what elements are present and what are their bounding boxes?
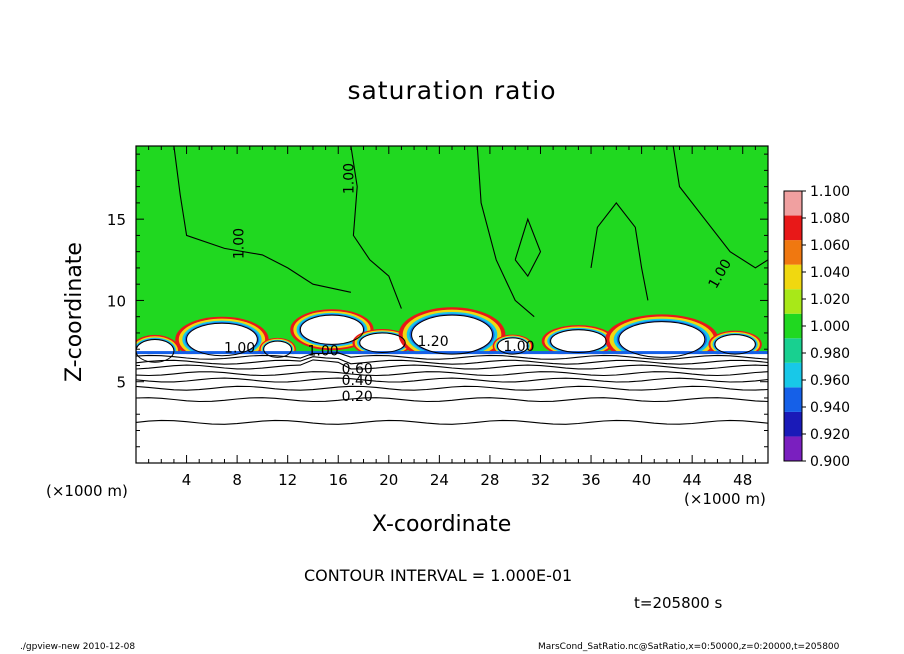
cloud-gap-1-layer-4 — [186, 323, 258, 356]
colorbar-label-0: 0.900 — [810, 454, 850, 470]
cloud-gap-3-layer-4 — [300, 315, 364, 345]
cloud-gap-contour-6 — [497, 337, 529, 355]
x-tick-label-1: 8 — [232, 471, 242, 489]
cloud-gap-contour-0 — [136, 338, 175, 363]
y-tick-label-0: 5 — [116, 374, 126, 392]
colorbar-swatch-0 — [784, 436, 802, 461]
y-tick-label-2: 15 — [107, 211, 126, 229]
colorbar-swatch-7 — [784, 264, 802, 290]
y-tick-label-1: 10 — [107, 292, 126, 310]
y-axis-label: Z-coordinate — [62, 242, 87, 382]
x-tick-label-9: 40 — [632, 471, 651, 489]
x-unit-right: (×1000 m) — [684, 490, 766, 508]
saturation-field — [136, 146, 768, 463]
chart-title: saturation ratio — [347, 76, 557, 105]
contour-label-7: 0.60 — [342, 362, 373, 378]
contour-label-6: 1.00 — [307, 344, 338, 360]
colorbar-label-9: 1.080 — [810, 211, 850, 227]
contour-line-6 — [136, 356, 768, 365]
x-tick-label-5: 24 — [430, 471, 449, 489]
colorbar-swatch-4 — [784, 338, 802, 363]
contour-label-5: 1.20 — [417, 334, 448, 350]
x-tick-label-3: 16 — [329, 471, 348, 489]
x-axis: 4 8 12 16 20 24 28 32 36 40 44 48 — [148, 146, 756, 489]
x-tick-label-2: 12 — [278, 471, 297, 489]
cloud-gap-contour-8 — [618, 321, 706, 358]
colorbar-swatch-1 — [784, 411, 802, 437]
contour-meander-3 — [590, 202, 649, 301]
x-tick-label-6: 28 — [480, 471, 499, 489]
cloud-gap-contour-7 — [550, 329, 607, 353]
x-tick-label-4: 20 — [379, 471, 398, 489]
contour-meander-4 — [672, 146, 768, 269]
contour-label-9: 0.20 — [342, 389, 373, 405]
colorbar-label-5: 1.000 — [810, 319, 850, 335]
contour-line-5 — [136, 359, 768, 370]
colorbar-label-8: 1.060 — [810, 238, 850, 254]
contour-meander-2 — [476, 146, 535, 318]
cloud-gap-6-layer-4 — [497, 337, 528, 355]
contour-label-8: 0.40 — [342, 373, 373, 389]
contour-line-3 — [136, 377, 768, 383]
contour-line-4 — [136, 371, 768, 377]
cloud-gap-contour-9 — [714, 334, 756, 355]
cloud-gap-contour-3 — [299, 314, 365, 345]
contour-label-0: 1.00 — [231, 228, 247, 259]
colorbar-label-6: 1.020 — [810, 292, 850, 308]
colorbar-swatch-5 — [784, 313, 802, 339]
x-unit-left: (×1000 m) — [46, 482, 128, 500]
footer-left: ./gpview-new 2010-12-08 — [20, 642, 136, 652]
cloud-gap-8-layer-4 — [618, 321, 705, 358]
contour-meander-5 — [514, 217, 542, 278]
colorbar-swatch-9 — [784, 215, 802, 241]
field-unsaturated-region — [136, 354, 768, 463]
contour-label-4: 1.00 — [503, 339, 534, 355]
contour-meander-0 — [173, 146, 352, 293]
colorbar-label-10: 1.100 — [810, 184, 850, 200]
contour-label-1: 1.00 — [341, 163, 357, 194]
x-tick-label-0: 4 — [182, 471, 192, 489]
contour-line-7 — [136, 352, 768, 360]
contour-interval-note: CONTOUR INTERVAL = 1.000E-01 — [304, 566, 573, 585]
time-stamp: t=205800 s — [634, 594, 723, 612]
x-axis-label: X-coordinate — [372, 512, 512, 537]
y-axis: 5 10 15 — [107, 153, 768, 448]
contour-lines: 1.001.001.001.00 1.001.201.000.600.400.20 — [136, 146, 768, 425]
x-tick-label-7: 32 — [531, 471, 550, 489]
footer-right: MarsCond_SatRatio.nc@SatRatio,x=0:50000,… — [538, 642, 840, 652]
cloud-gap-4-layer-4 — [359, 332, 406, 353]
colorbar-label-1: 0.920 — [810, 427, 850, 443]
cloud-gap-contour-1 — [186, 322, 258, 357]
colorbar-label-3: 0.960 — [810, 373, 850, 389]
contour-line-0 — [136, 419, 768, 425]
cloud-gap-5-layer-4 — [411, 315, 493, 355]
colorbar: 0.900 0.920 0.940 0.960 0.980 1.000 1.020 1.040… — [783, 184, 850, 470]
contour-line-2 — [136, 385, 768, 391]
colorbar-swatch-8 — [784, 240, 802, 265]
colorbar-swatch-3 — [784, 362, 802, 388]
x-tick-label-11: 48 — [733, 471, 752, 489]
colorbar-label-7: 1.040 — [810, 265, 850, 281]
cloud-gap-9-layer-4 — [714, 334, 756, 355]
colorbar-swatch-6 — [784, 289, 802, 314]
contour-line-1 — [136, 397, 768, 403]
x-tick-label-8: 36 — [581, 471, 600, 489]
colorbar-swatch-10 — [784, 191, 802, 216]
colorbar-label-2: 0.940 — [810, 400, 850, 416]
contour-label-3: 1.00 — [224, 340, 255, 356]
x-tick-label-10: 44 — [683, 471, 702, 489]
contour-meander-1 — [350, 146, 402, 309]
cloud-gap-contour-5 — [411, 314, 493, 355]
colorbar-label-4: 0.980 — [810, 346, 850, 362]
colorbar-swatch-2 — [784, 387, 802, 412]
cloud-gap-contour-4 — [359, 332, 406, 353]
cloud-gap-7-layer-4 — [550, 329, 607, 353]
cloud-gap-contour-2 — [263, 340, 292, 358]
field-blue-band — [136, 351, 768, 355]
